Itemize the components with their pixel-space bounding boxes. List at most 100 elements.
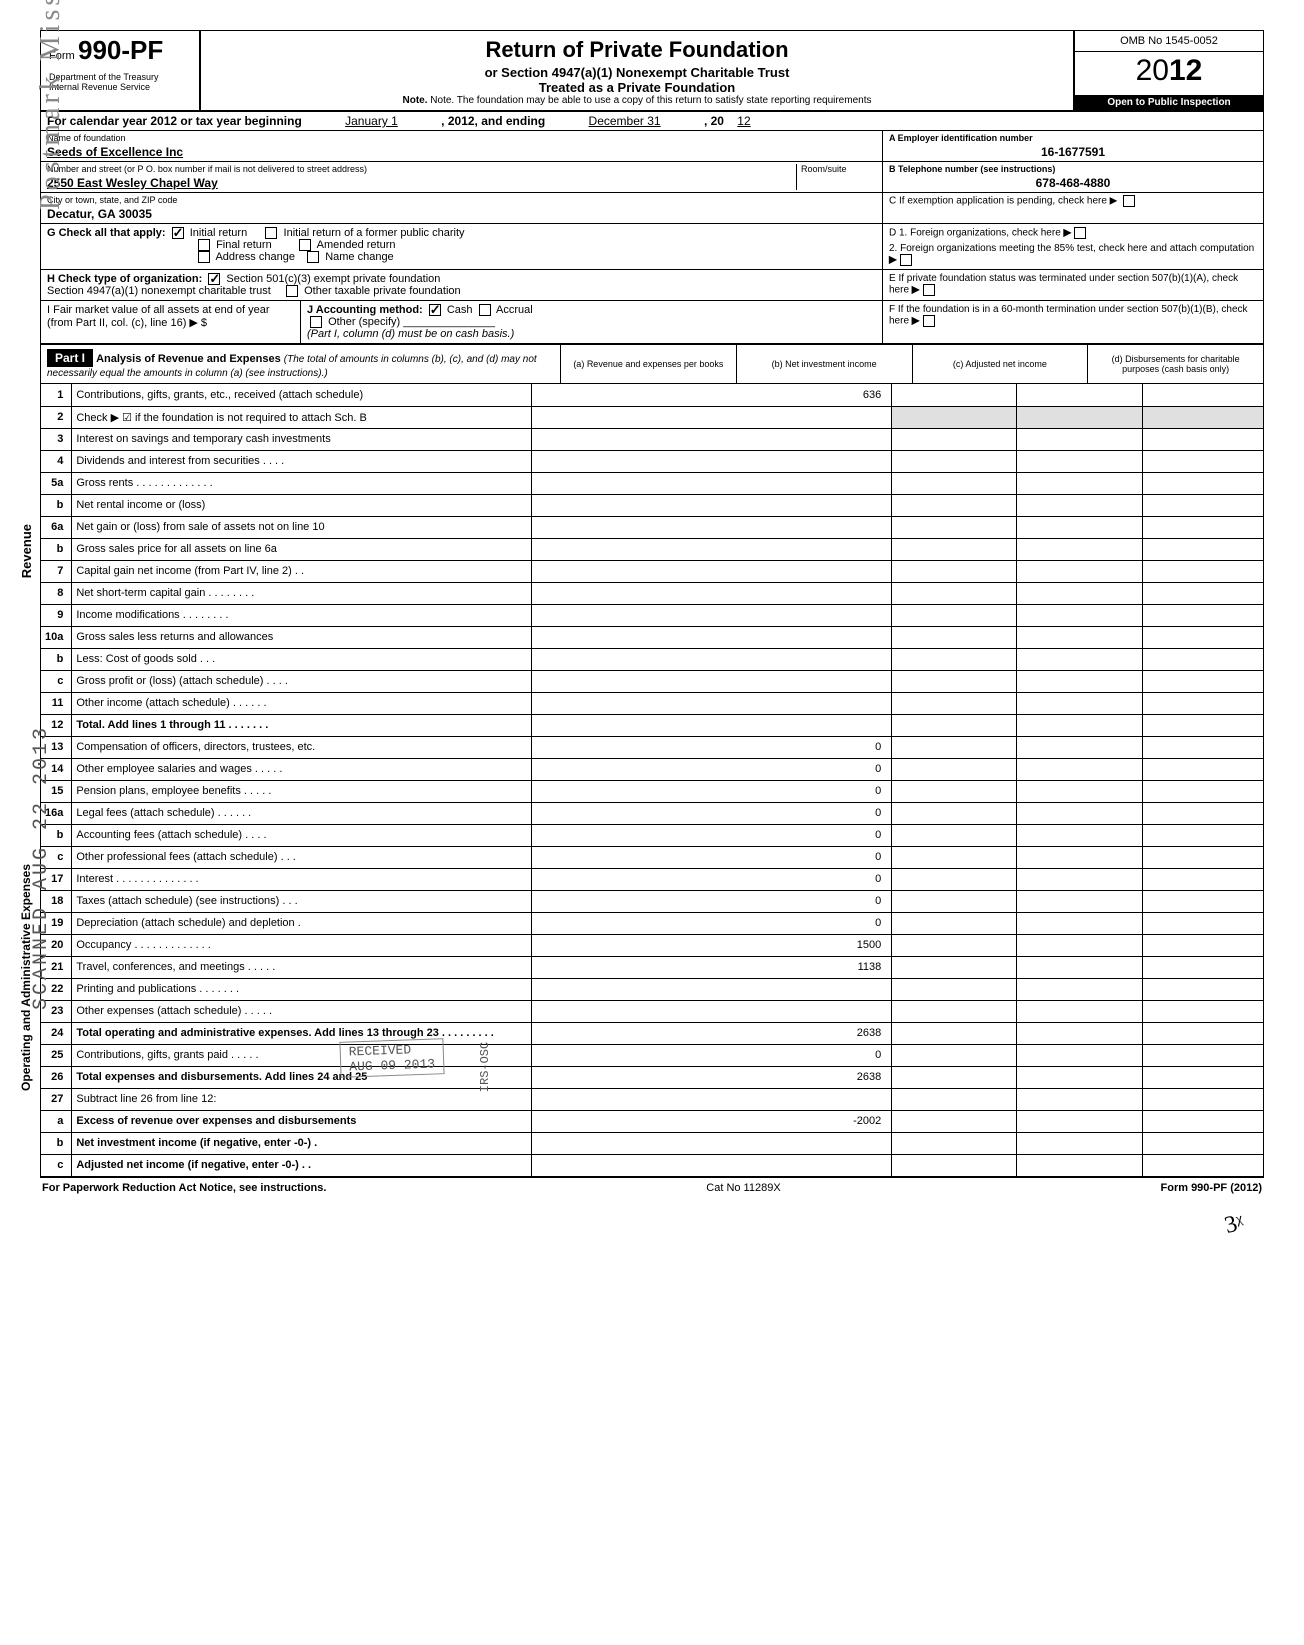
line-desc: Income modifications . . . . . . . .: [72, 604, 532, 626]
j-cash: Cash: [447, 304, 473, 316]
h-other-checkbox[interactable]: [286, 285, 298, 297]
j-other-checkbox[interactable]: [310, 316, 322, 328]
g-former-checkbox[interactable]: [265, 227, 277, 239]
table-row: 22Printing and publications . . . . . . …: [41, 978, 1263, 1000]
line-col-c: [1017, 868, 1142, 890]
table-row: bGross sales price for all assets on lin…: [41, 538, 1263, 560]
e-checkbox[interactable]: [923, 284, 935, 296]
g-initial-checkbox[interactable]: [172, 227, 184, 239]
year-prefix: 20: [1136, 54, 1169, 87]
line-col-a: -2002: [532, 1110, 892, 1132]
line-col-c: [1017, 802, 1142, 824]
line-col-a: 0: [532, 824, 892, 846]
line-col-a: [532, 1088, 892, 1110]
line-col-b: [892, 978, 1017, 1000]
section-c-checkbox[interactable]: [1123, 195, 1135, 207]
line-col-b: [892, 714, 1017, 736]
line-col-d: [1142, 956, 1263, 978]
line-col-c: [1017, 1044, 1142, 1066]
line-col-a: 0: [532, 736, 892, 758]
line-col-c: [1017, 934, 1142, 956]
line-desc: Capital gain net income (from Part IV, l…: [72, 560, 532, 582]
h-opt1: Section 501(c)(3) exempt private foundat…: [226, 273, 440, 285]
line-col-d: [1142, 626, 1263, 648]
h-opt3: Other taxable private foundation: [304, 285, 461, 297]
table-row: 5aGross rents . . . . . . . . . . . . .: [41, 472, 1263, 494]
line-num: 6a: [41, 516, 72, 538]
line-col-b: [892, 912, 1017, 934]
g-namechange-checkbox[interactable]: [307, 251, 319, 263]
form-number: 990-PF: [78, 35, 163, 65]
g-initial: Initial return: [190, 227, 247, 239]
line-desc: Total. Add lines 1 through 11 . . . . . …: [72, 714, 532, 736]
dept-treasury: Department of the Treasury: [49, 72, 191, 82]
line-col-d: [1142, 1154, 1263, 1176]
line-col-b: [892, 934, 1017, 956]
line-desc: Net short-term capital gain . . . . . . …: [72, 582, 532, 604]
line-desc: Net rental income or (loss): [72, 494, 532, 516]
line-col-b: [892, 648, 1017, 670]
table-row: 11Other income (attach schedule) . . . .…: [41, 692, 1263, 714]
section-f-text: F If the foundation is in a 60-month ter…: [889, 304, 1248, 327]
table-row: cAdjusted net income (if negative, enter…: [41, 1154, 1263, 1176]
line-col-c: [1017, 912, 1142, 934]
calyear-text: For calendar year 2012 or tax year begin…: [47, 114, 302, 128]
section-g-d-row: G Check all that apply: Initial return I…: [41, 224, 1263, 270]
line-col-a: 0: [532, 1044, 892, 1066]
table-row: 4Dividends and interest from securities …: [41, 450, 1263, 472]
tax-year: 2012: [1075, 52, 1263, 95]
line-col-d: [1142, 1066, 1263, 1088]
table-row: bNet investment income (if negative, ent…: [41, 1132, 1263, 1154]
line-col-d: [1142, 802, 1263, 824]
line-num: b: [41, 1132, 72, 1154]
line-desc: Net investment income (if negative, ente…: [72, 1132, 532, 1154]
d2-checkbox[interactable]: [900, 254, 912, 266]
d1-checkbox[interactable]: [1074, 227, 1086, 239]
line-col-c: [1017, 714, 1142, 736]
postmark-stamp: Postmark Missing: [35, 0, 67, 210]
j-cash-checkbox[interactable]: [429, 304, 441, 316]
line-num: 26: [41, 1066, 72, 1088]
table-row: 17Interest . . . . . . . . . . . . . .0: [41, 868, 1263, 890]
line-col-b: [892, 692, 1017, 714]
line-col-b: [892, 582, 1017, 604]
line-col-c: [1017, 956, 1142, 978]
g-amended-checkbox[interactable]: [299, 239, 311, 251]
line-col-b: [892, 890, 1017, 912]
line-col-a: 0: [532, 780, 892, 802]
line-col-c: [1017, 1132, 1142, 1154]
line-num: 3: [41, 428, 72, 450]
line-desc: Dividends and interest from securities .…: [72, 450, 532, 472]
line-col-b: [892, 604, 1017, 626]
line-col-d: [1142, 1132, 1263, 1154]
j-accrual-checkbox[interactable]: [479, 304, 491, 316]
calyear-begin: January 1: [305, 114, 438, 128]
line-num: 24: [41, 1022, 72, 1044]
f-checkbox[interactable]: [923, 315, 935, 327]
h-501c3-checkbox[interactable]: [208, 273, 220, 285]
line-col-d: [1142, 1110, 1263, 1132]
line-desc: Taxes (attach schedule) (see instruction…: [72, 890, 532, 912]
section-c-label: C If exemption application is pending, c…: [889, 196, 1117, 207]
line-col-b: [892, 1022, 1017, 1044]
line-col-a: [532, 516, 892, 538]
table-row: 27Subtract line 26 from line 12:: [41, 1088, 1263, 1110]
scanned-stamp: SCANNED AUG 22 2013: [30, 725, 53, 1010]
line-desc: Printing and publications . . . . . . .: [72, 978, 532, 1000]
line-col-d: [1142, 582, 1263, 604]
line-col-d: [1142, 692, 1263, 714]
room-label: Room/suite: [801, 164, 876, 174]
line-col-b: [892, 1000, 1017, 1022]
line-col-a: [532, 604, 892, 626]
line-num: 9: [41, 604, 72, 626]
line-col-d: [1142, 648, 1263, 670]
line-col-d: [1142, 428, 1263, 450]
line-col-d: [1142, 384, 1263, 406]
g-final-checkbox[interactable]: [198, 239, 210, 251]
line-col-c: [1017, 1022, 1142, 1044]
line-col-c: [1017, 604, 1142, 626]
g-addrchange-checkbox[interactable]: [198, 251, 210, 263]
line-col-c: [1017, 560, 1142, 582]
line-col-b: [892, 428, 1017, 450]
line-col-a: [532, 670, 892, 692]
